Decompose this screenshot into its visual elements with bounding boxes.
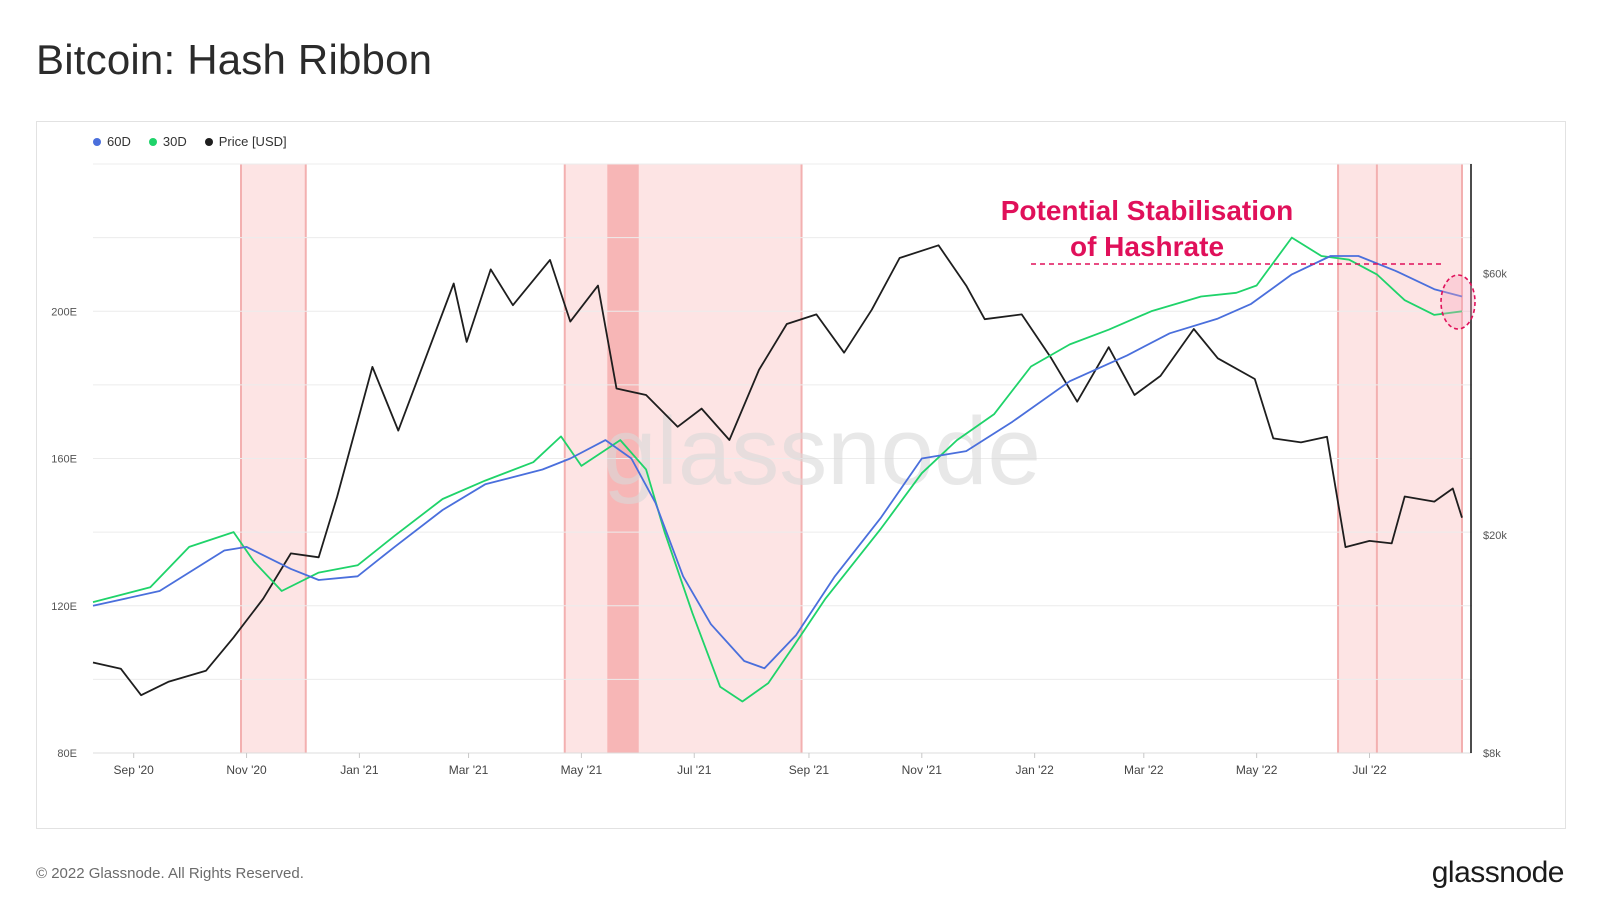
footer-copyright: © 2022 Glassnode. All Rights Reserved.: [36, 865, 304, 882]
series-line-price: [92, 244, 1463, 697]
x-tick-label: May '22: [1236, 763, 1278, 777]
x-tick-label: Jul '21: [677, 763, 712, 777]
series-line-30d: [92, 236, 1463, 703]
legend-item-60d[interactable]: 60D: [93, 134, 131, 149]
y-right-tick-label: $20k: [1483, 530, 1507, 542]
legend-dot-icon: [204, 137, 213, 146]
grid-lines: [93, 163, 1472, 754]
annotation-highlight-ellipse: [1440, 274, 1476, 330]
page-title: Bitcoin: Hash Ribbon: [36, 36, 433, 83]
legend-label-60d: 60D: [107, 134, 131, 149]
x-tick-label: Mar '22: [1124, 763, 1164, 777]
footer-logo: glassnode: [1431, 856, 1565, 889]
legend-label-30d: 30D: [162, 134, 187, 149]
x-tick-label: Jul '22: [1352, 763, 1387, 777]
annotation-line-1: Potential Stabilisation: [1001, 195, 1293, 226]
chart-frame: 60D 30D Price [USD] glassnode 80E 120E 160…: [36, 121, 1566, 829]
legend-dot-icon: [93, 137, 101, 146]
hash-ribbon-chart: glassnode 80E 120E 160E 200E $8k $20k $60k Sep …: [51, 163, 1507, 777]
x-tick-label: Sep '21: [789, 763, 830, 777]
y-right-tick-label: $8k: [1483, 748, 1501, 760]
chart-legend: 60D 30D Price [USD]: [93, 134, 287, 149]
legend-item-price[interactable]: Price [USD]: [204, 134, 287, 149]
legend-dot-icon: [148, 137, 157, 146]
y-right-tick-label: $60k: [1483, 268, 1507, 280]
annotation: Potential Stabilisation of Hashrate: [1001, 195, 1476, 330]
series-lines: [92, 236, 1463, 703]
y-left-tick-label: 200E: [51, 306, 77, 318]
axes: 80E 120E 160E 200E $8k $20k $60k Sep '20 Nov '20…: [51, 164, 1507, 777]
legend-item-30d[interactable]: 30D: [148, 134, 187, 149]
legend-label-price: Price [USD]: [218, 134, 287, 149]
x-tick-label: Jan '22: [1015, 763, 1054, 777]
x-tick-label: Jan '21: [340, 763, 379, 777]
annotation-line-2: of Hashrate: [1070, 231, 1224, 262]
x-tick-label: Mar '21: [449, 763, 489, 777]
x-tick-label: Sep '20: [114, 763, 155, 777]
y-left-tick-label: 80E: [57, 748, 77, 760]
watermark: glassnode: [603, 398, 1041, 505]
x-tick-label: Nov '20: [226, 763, 267, 777]
series-line-60d: [92, 255, 1463, 670]
y-left-tick-label: 120E: [51, 601, 77, 613]
y-left-tick-label: 160E: [51, 454, 77, 466]
x-tick-label: May '21: [561, 763, 603, 777]
x-tick-label: Nov '21: [902, 763, 943, 777]
